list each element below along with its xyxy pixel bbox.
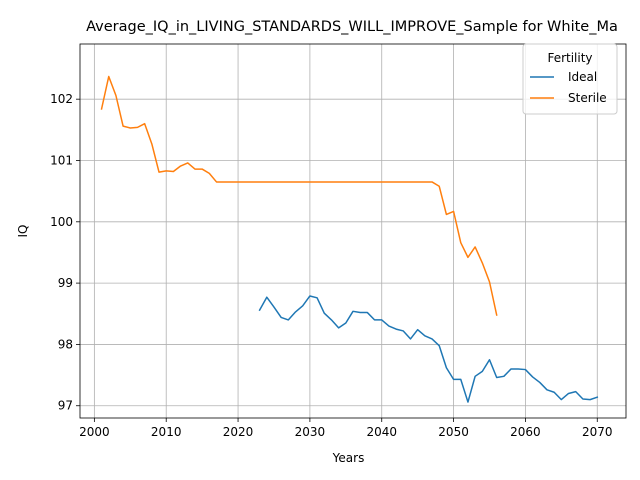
y-tick-label-98: 98 bbox=[58, 337, 73, 351]
series-line-sterile bbox=[100, 75, 498, 316]
y-tick-label-101: 101 bbox=[50, 153, 73, 167]
y-axis-label: IQ bbox=[16, 225, 30, 238]
x-tick-label-2010: 2010 bbox=[151, 425, 182, 439]
x-axis-ticks: 2000 2010 2020 2030 2040 2050 2060 2070 bbox=[79, 418, 613, 439]
series-line-ideal bbox=[258, 295, 599, 403]
y-axis-ticks: 97 98 99 100 101 102 bbox=[50, 92, 80, 413]
x-tick-label-2070: 2070 bbox=[582, 425, 613, 439]
y-tick-label-97: 97 bbox=[58, 399, 73, 413]
series-layer bbox=[100, 75, 599, 403]
x-tick-label-2060: 2060 bbox=[510, 425, 541, 439]
y-tick-label-100: 100 bbox=[50, 215, 73, 229]
x-tick-label-2050: 2050 bbox=[438, 425, 469, 439]
legend-title: Fertility bbox=[547, 51, 592, 65]
y-tick-label-99: 99 bbox=[58, 276, 73, 290]
legend-label-ideal: Ideal bbox=[568, 70, 597, 84]
x-axis-label: Years bbox=[332, 451, 365, 465]
legend: Fertility Ideal Sterile bbox=[522, 43, 618, 115]
x-tick-label-2040: 2040 bbox=[366, 425, 397, 439]
x-tick-label-2020: 2020 bbox=[223, 425, 254, 439]
plot-frame bbox=[79, 43, 627, 419]
x-tick-label-2000: 2000 bbox=[79, 425, 110, 439]
chart-title: Average_IQ_in_LIVING_STANDARDS_WILL_IMPR… bbox=[86, 19, 618, 35]
y-tick-label-102: 102 bbox=[50, 92, 73, 106]
legend-box bbox=[522, 43, 618, 115]
legend-label-sterile: Sterile bbox=[568, 91, 607, 105]
x-tick-label-2030: 2030 bbox=[295, 425, 326, 439]
